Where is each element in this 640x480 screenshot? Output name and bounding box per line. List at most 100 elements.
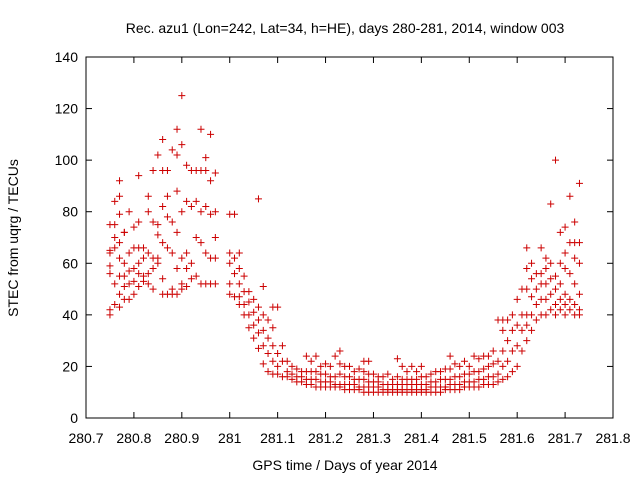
data-point	[542, 280, 550, 288]
data-point	[504, 316, 512, 324]
data-point	[518, 326, 526, 334]
data-point	[475, 355, 483, 363]
y-axis: 0 20 40 60 80 100 120 140	[55, 49, 613, 426]
data-point	[183, 264, 191, 272]
data-point	[575, 239, 583, 247]
data-point	[470, 352, 478, 360]
data-point	[532, 301, 540, 309]
data-point	[547, 306, 555, 314]
data-point	[231, 270, 239, 278]
data-point	[144, 192, 152, 200]
data-point	[422, 373, 430, 381]
data-point	[346, 362, 353, 370]
y-tick-label: 60	[62, 255, 78, 271]
data-point	[159, 275, 167, 283]
data-point	[398, 362, 406, 370]
data-point	[346, 373, 353, 381]
data-point	[173, 290, 181, 298]
data-point	[446, 352, 454, 360]
data-point	[163, 166, 171, 174]
data-point	[556, 228, 564, 236]
data-point	[116, 192, 124, 200]
data-point	[561, 301, 569, 309]
data-point	[302, 352, 310, 360]
data-point	[197, 208, 205, 216]
data-point	[207, 130, 215, 138]
data-point	[571, 254, 579, 262]
data-point	[254, 329, 262, 337]
data-point	[508, 326, 516, 334]
data-point	[532, 285, 540, 293]
data-point	[537, 270, 545, 278]
plot-frame	[85, 56, 614, 419]
data-point	[331, 373, 339, 381]
data-point	[369, 370, 377, 378]
data-point	[173, 151, 181, 159]
data-point	[259, 360, 267, 368]
data-point	[542, 254, 550, 262]
data-point	[259, 282, 267, 290]
data-point	[575, 179, 583, 187]
data-point	[245, 288, 253, 296]
data-point	[547, 259, 555, 267]
data-point	[278, 342, 286, 350]
data-point	[552, 311, 560, 319]
data-point	[163, 213, 171, 221]
data-point	[484, 352, 492, 360]
data-point	[231, 254, 239, 262]
data-point	[254, 344, 262, 352]
data-point	[178, 92, 186, 100]
x-tick-label: 280.7	[68, 430, 103, 446]
data-point	[575, 290, 583, 298]
data-point	[274, 350, 282, 358]
data-point	[235, 264, 243, 272]
data-point	[116, 290, 124, 298]
data-point	[187, 203, 195, 211]
x-tick-label: 281	[218, 430, 242, 446]
data-point	[575, 259, 583, 267]
data-point	[149, 166, 157, 174]
data-point	[106, 270, 114, 278]
data-point	[427, 370, 435, 378]
data-point	[556, 259, 564, 267]
data-point	[484, 362, 492, 370]
data-point	[523, 264, 531, 272]
data-point	[116, 177, 124, 185]
data-point	[202, 166, 210, 174]
data-point	[571, 280, 579, 288]
data-point	[513, 342, 521, 350]
data-point	[566, 306, 574, 314]
data-point	[417, 362, 425, 370]
data-point	[139, 272, 147, 280]
data-point	[250, 334, 258, 342]
data-point	[465, 362, 473, 370]
data-point	[173, 264, 181, 272]
data-point	[288, 362, 296, 370]
data-point	[336, 370, 344, 378]
data-point	[437, 368, 445, 376]
data-point	[173, 187, 181, 195]
data-point	[393, 355, 401, 363]
data-point	[173, 125, 181, 133]
data-point	[240, 301, 248, 309]
data-point	[139, 254, 147, 262]
data-point	[355, 365, 363, 373]
data-point	[489, 373, 497, 381]
x-tick-label: 281.3	[356, 430, 391, 446]
data-point	[211, 208, 219, 216]
data-point	[178, 141, 186, 149]
data-point	[523, 337, 531, 345]
data-point	[489, 380, 497, 388]
data-point	[106, 262, 114, 270]
data-point	[528, 311, 536, 319]
data-point	[259, 311, 267, 319]
data-point	[168, 285, 176, 293]
data-point	[235, 293, 243, 301]
data-point	[499, 362, 507, 370]
data-point	[211, 169, 219, 177]
data-point	[460, 357, 468, 365]
data-point	[499, 347, 507, 355]
data-point	[149, 285, 157, 293]
data-point	[111, 234, 119, 241]
data-point	[456, 373, 464, 381]
